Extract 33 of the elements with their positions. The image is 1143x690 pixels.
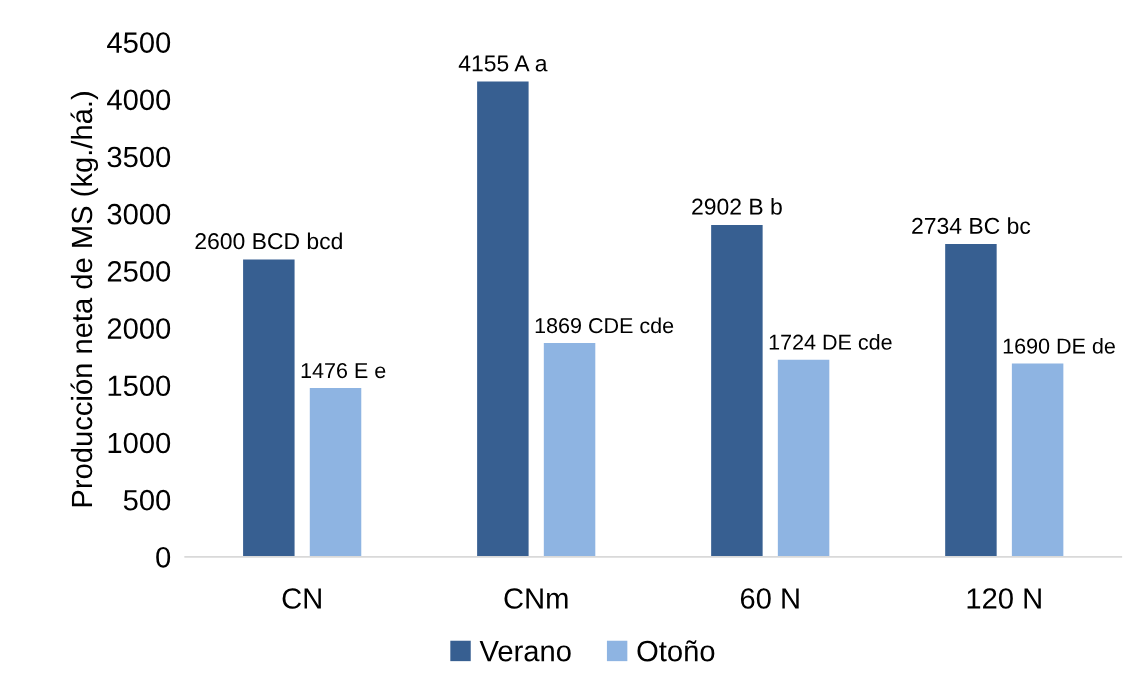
bar bbox=[477, 81, 529, 557]
bar bbox=[243, 259, 295, 557]
legend-label: Verano bbox=[479, 641, 571, 662]
y-tick-label: 0 bbox=[156, 547, 171, 568]
data-label: 2902 B b bbox=[692, 197, 782, 215]
data-label: 2734 BC bc bbox=[912, 217, 1031, 235]
data-label: 4155 A a bbox=[458, 55, 548, 72]
y-axis-title: Producción neta de MS (kg./há.) bbox=[70, 92, 99, 507]
x-tick-label: 120 N bbox=[967, 588, 1041, 609]
x-tick-label: CNm bbox=[504, 588, 568, 609]
y-tick-label: 2000 bbox=[107, 318, 171, 339]
data-label: 1690 DE de bbox=[1003, 337, 1115, 354]
data-label: 1724 DE cde bbox=[769, 334, 892, 350]
y-tick-label: 2500 bbox=[107, 261, 171, 282]
data-label: 1869 CDE cde bbox=[535, 317, 674, 334]
bar bbox=[777, 359, 830, 557]
y-tick-label: 4000 bbox=[107, 89, 171, 111]
legend-label: Otoño bbox=[637, 640, 715, 662]
y-tick-label: 1000 bbox=[108, 432, 171, 454]
bar bbox=[309, 388, 362, 557]
data-label: 1476 E e bbox=[301, 362, 386, 379]
y-tick-label: 4500 bbox=[107, 32, 171, 53]
y-tick-label: 3000 bbox=[107, 203, 171, 225]
x-tick-label: 60 N bbox=[740, 588, 799, 609]
bar bbox=[711, 224, 763, 557]
data-label: 2600 BCD bcd bbox=[195, 232, 342, 250]
x-tick-label: CN bbox=[282, 588, 321, 609]
y-tick-label: 500 bbox=[123, 489, 171, 511]
y-tick-label: 1500 bbox=[108, 375, 171, 397]
bar bbox=[945, 244, 997, 557]
bar bbox=[1011, 363, 1064, 557]
bar bbox=[543, 343, 596, 557]
y-tick-label: 3500 bbox=[107, 146, 171, 168]
